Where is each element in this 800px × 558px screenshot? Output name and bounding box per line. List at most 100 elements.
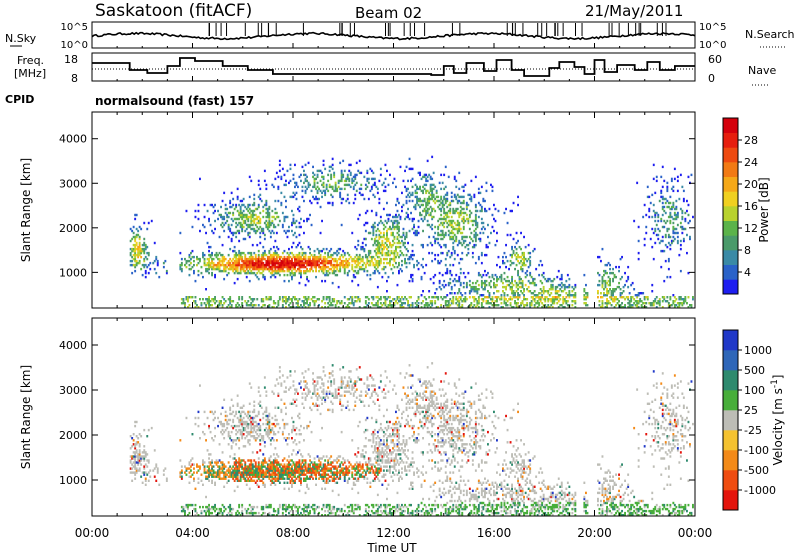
power-cell <box>443 174 445 176</box>
power-cell <box>490 280 492 282</box>
power-cell <box>148 222 150 224</box>
power-cell <box>388 218 390 220</box>
velocity-cell <box>220 421 222 423</box>
power-cell <box>520 232 522 234</box>
power-cell <box>675 228 677 230</box>
power-cell <box>368 198 370 200</box>
velocity-cell <box>229 419 231 421</box>
power-cell <box>478 216 480 218</box>
power-cell <box>656 180 658 182</box>
power-cell <box>309 214 311 216</box>
power-cell <box>341 188 343 190</box>
power-cell <box>357 244 359 246</box>
power-cell <box>302 196 304 198</box>
power-cell <box>609 278 611 280</box>
power-cell <box>360 172 362 174</box>
power-cell <box>294 232 296 234</box>
power-cell <box>394 178 396 180</box>
power-cell <box>332 168 334 170</box>
velocity-cell <box>238 439 240 441</box>
power-cell <box>437 196 439 198</box>
power-cell <box>513 202 515 204</box>
power-cell <box>192 296 194 298</box>
power-cell <box>288 280 290 282</box>
power-cell <box>535 284 537 286</box>
power-cell <box>587 304 589 306</box>
power-cell <box>666 182 668 184</box>
power-cell <box>412 278 414 280</box>
power-cell <box>633 288 635 290</box>
power-cell <box>669 236 671 238</box>
power-cell <box>404 258 406 260</box>
power-cell <box>389 174 391 176</box>
power-cell <box>238 230 240 232</box>
power-cell <box>469 242 471 244</box>
power-cell <box>142 274 144 276</box>
velocity-cell <box>208 480 210 482</box>
power-cell <box>458 222 460 224</box>
power-cell <box>199 298 201 300</box>
power-cell <box>458 188 460 190</box>
power-cell <box>448 176 450 178</box>
power-cell <box>470 198 472 200</box>
power-cell <box>284 174 286 176</box>
power-cell <box>508 268 510 270</box>
velocity-cell <box>237 486 239 488</box>
power-cell <box>288 248 290 250</box>
velocity-cell <box>192 504 194 506</box>
power-cell <box>565 280 567 282</box>
power-cell <box>571 286 573 288</box>
power-cell <box>228 236 230 238</box>
power-cell <box>294 164 296 166</box>
power-cell <box>448 250 450 252</box>
power-cell <box>302 248 304 250</box>
power-cell <box>654 242 656 244</box>
y-tick-label: 3000 <box>59 177 87 190</box>
power-cell <box>371 238 373 240</box>
power-cell <box>666 220 668 222</box>
power-cell <box>296 220 298 222</box>
power-cell <box>624 272 626 274</box>
power-cell <box>511 276 513 278</box>
velocity-cell <box>193 463 195 465</box>
power-cell <box>312 166 314 168</box>
velocity-cell <box>143 445 145 447</box>
power-cell <box>293 214 295 216</box>
power-cell <box>146 258 148 260</box>
velocity-cell <box>207 449 209 451</box>
power-cell <box>351 232 353 234</box>
power-cell <box>656 176 658 178</box>
power-cell <box>398 226 400 228</box>
power-cell <box>458 172 460 174</box>
velocity-cell <box>146 453 148 455</box>
power-cell <box>139 260 141 262</box>
power-cell <box>309 248 311 250</box>
power-cell <box>333 298 335 300</box>
velocity-cell <box>142 482 144 484</box>
power-cell <box>288 230 290 232</box>
power-cell <box>680 248 682 250</box>
velocity-cell <box>231 512 233 514</box>
power-cell <box>501 302 503 304</box>
power-cell <box>134 218 136 220</box>
power-cell <box>522 280 524 282</box>
power-cell <box>388 184 390 186</box>
power-cell <box>463 282 465 284</box>
power-cell <box>513 238 515 240</box>
power-cell <box>284 274 286 276</box>
power-cell <box>311 202 313 204</box>
power-cell <box>431 300 433 302</box>
power-cell <box>143 242 145 244</box>
power-cell <box>407 300 409 302</box>
power-cell <box>680 240 682 242</box>
power-cell <box>433 172 435 174</box>
power-cell <box>501 274 503 276</box>
power-cell <box>660 176 662 178</box>
power-cell <box>486 190 488 192</box>
power-cell <box>430 242 432 244</box>
power-cell <box>252 244 254 246</box>
power-cell <box>448 216 450 218</box>
velocity-cell <box>139 449 141 451</box>
velocity-cell <box>192 474 194 476</box>
power-cell <box>317 202 319 204</box>
